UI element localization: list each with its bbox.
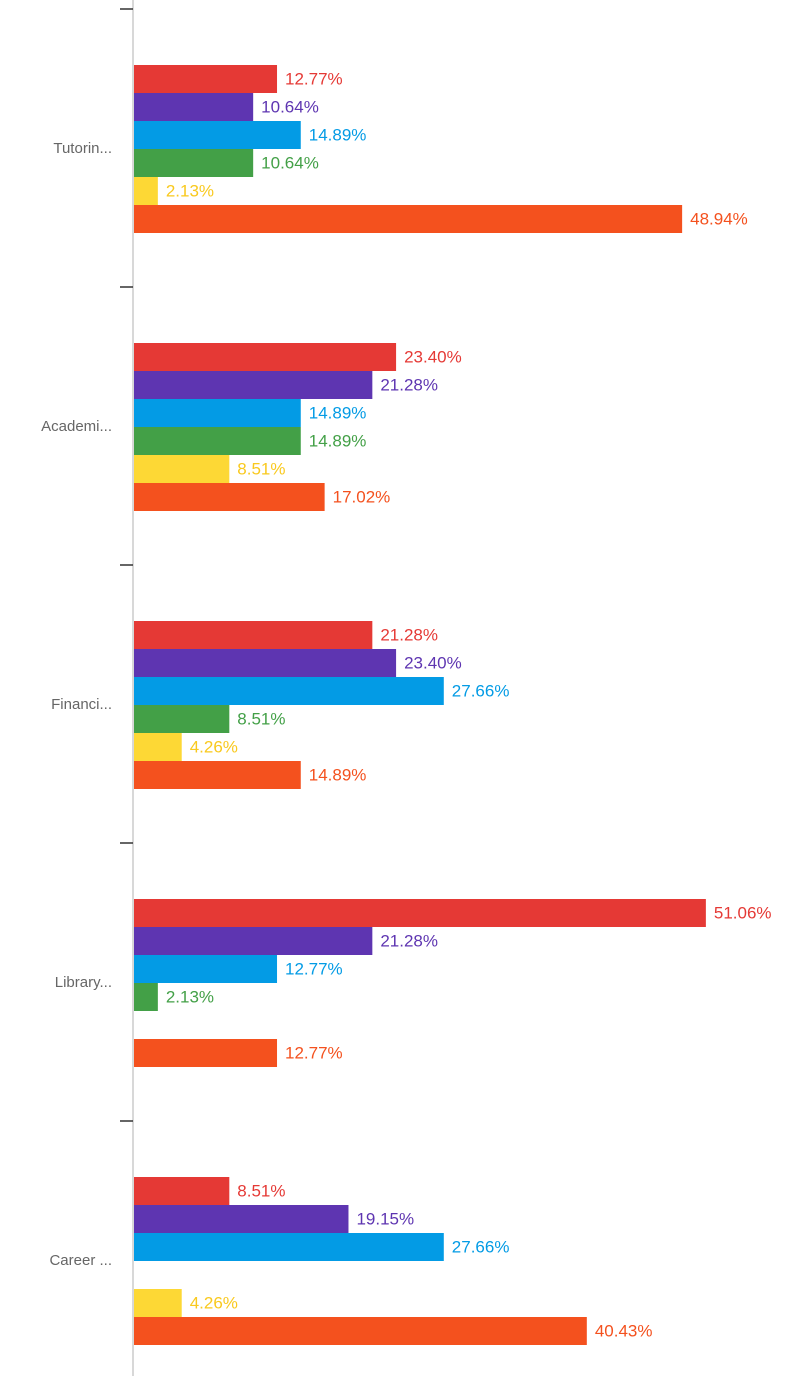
bar	[134, 677, 444, 705]
bar	[134, 649, 397, 677]
category-label: Career ...	[49, 1252, 112, 1269]
bar	[134, 483, 325, 511]
bar	[134, 1317, 587, 1345]
value-label: 51.06%	[714, 903, 772, 922]
value-label: 21.28%	[380, 625, 438, 644]
bar	[134, 1233, 444, 1261]
value-label: 12.77%	[285, 69, 343, 88]
bar	[134, 149, 254, 177]
bar	[134, 705, 230, 733]
bar	[134, 399, 301, 427]
value-label: 4.26%	[190, 737, 238, 756]
value-label: 14.89%	[309, 125, 367, 144]
category-label: Tutorin...	[53, 140, 112, 157]
bar	[134, 955, 278, 983]
value-label: 27.66%	[452, 681, 510, 700]
bar	[134, 1205, 349, 1233]
category-label: Academi...	[41, 418, 112, 435]
value-label: 23.40%	[404, 653, 462, 672]
bar	[134, 927, 373, 955]
value-label: 21.28%	[380, 931, 438, 950]
value-label: 21.28%	[380, 375, 438, 394]
value-label: 23.40%	[404, 347, 462, 366]
bar	[134, 1177, 230, 1205]
bar	[134, 65, 278, 93]
value-label: 14.89%	[309, 403, 367, 422]
value-label: 10.64%	[261, 97, 319, 116]
value-label: 40.43%	[595, 1321, 653, 1340]
value-label: 10.64%	[261, 153, 319, 172]
value-label: 17.02%	[333, 487, 391, 506]
bar	[134, 621, 373, 649]
bar	[134, 1039, 278, 1067]
value-label: 8.51%	[237, 459, 285, 478]
value-label: 12.77%	[285, 959, 343, 978]
value-label: 14.89%	[309, 431, 367, 450]
value-label: 19.15%	[356, 1209, 414, 1228]
value-label: 48.94%	[690, 209, 748, 228]
bar	[134, 121, 301, 149]
value-label: 8.51%	[237, 1181, 285, 1200]
bar	[134, 177, 158, 205]
value-label: 14.89%	[309, 765, 367, 784]
bar	[134, 1289, 182, 1317]
bar	[134, 343, 397, 371]
value-label: 27.66%	[452, 1237, 510, 1256]
value-label: 2.13%	[166, 987, 214, 1006]
value-label: 2.13%	[166, 181, 214, 200]
category-label: Financi...	[51, 696, 112, 713]
bar	[134, 371, 373, 399]
bar	[134, 427, 301, 455]
bar	[134, 205, 683, 233]
bar	[134, 761, 301, 789]
value-label: 8.51%	[237, 709, 285, 728]
bar	[134, 899, 706, 927]
bar	[134, 983, 158, 1011]
bar	[134, 93, 254, 121]
value-label: 4.26%	[190, 1293, 238, 1312]
bar	[134, 455, 230, 483]
category-label: Library...	[55, 974, 112, 991]
bar	[134, 733, 182, 761]
value-label: 12.77%	[285, 1043, 343, 1062]
